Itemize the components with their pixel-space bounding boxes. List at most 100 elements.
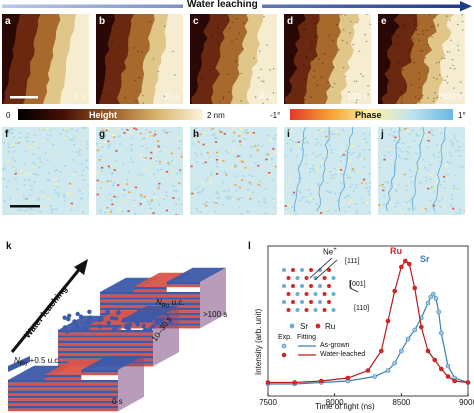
- surface-pit: [418, 72, 421, 74]
- phase-speckle: [48, 179, 51, 182]
- phase-speckle: [140, 194, 143, 196]
- surface-pit: [443, 57, 446, 60]
- legend-exp-header: Exp.: [278, 334, 293, 341]
- surface-pit: [365, 40, 368, 43]
- phase-speckle: [39, 210, 42, 213]
- phase-speckle: [121, 128, 124, 131]
- phase-speckle: [423, 208, 426, 211]
- panel-label-j: j: [381, 129, 384, 140]
- surface-pit: [252, 57, 255, 60]
- layer-stripe: [58, 335, 153, 338]
- surface-pit: [453, 87, 455, 89]
- phase-speckle: [9, 197, 12, 200]
- panel-label-a: a: [5, 16, 11, 27]
- surface-pit: [134, 79, 137, 82]
- phase-speckle: [39, 129, 42, 131]
- phase-speckle: [361, 141, 364, 143]
- surface-pit: [200, 77, 203, 79]
- phase-speckle: [54, 183, 58, 186]
- phase-speckle: [364, 138, 367, 140]
- time-label-d: 100 s: [347, 92, 367, 101]
- phase-speckle: [110, 199, 113, 201]
- phase-speckle: [225, 196, 228, 199]
- step-edge-line: [385, 127, 401, 212]
- phase-speckle: [339, 169, 343, 171]
- ru-atom: [286, 276, 291, 280]
- phase-colorbar-label: Phase: [355, 110, 382, 120]
- phase-speckle: [352, 190, 355, 192]
- phase-speckle: [367, 190, 370, 192]
- surface-pit: [327, 81, 329, 84]
- phase-speckle: [402, 212, 405, 214]
- panel-label-k: k: [6, 241, 12, 252]
- data-point-water-leached: [412, 285, 417, 291]
- phase-speckle: [452, 143, 455, 146]
- phase-speckle: [206, 177, 209, 179]
- phase-speckle: [199, 133, 202, 136]
- surface-pit: [310, 41, 313, 44]
- phase-speckle: [142, 158, 145, 160]
- phase-map-i: [284, 127, 371, 215]
- phase-speckle: [286, 142, 289, 145]
- layer-stripe: [8, 406, 118, 409]
- phase-speckle: [172, 197, 175, 199]
- phase-speckle: [430, 129, 433, 131]
- dissolved-sro-blob: [145, 310, 150, 315]
- data-point-water-leached: [425, 348, 431, 354]
- surface-pit: [101, 92, 104, 95]
- surface-pit: [102, 19, 104, 21]
- phase-speckle: [26, 173, 29, 175]
- phase-speckle: [459, 212, 462, 214]
- phase-speckle: [298, 177, 301, 180]
- surface-pit: [386, 96, 388, 98]
- phase-speckle: [122, 163, 125, 166]
- surface-pit: [309, 48, 311, 50]
- phase-speckle: [164, 149, 167, 151]
- phase-speckle: [447, 173, 450, 176]
- phase-speckle: [214, 136, 217, 139]
- phase-speckle: [69, 182, 72, 185]
- phase-speckle: [227, 196, 230, 198]
- phase-speckle: [152, 173, 155, 175]
- phase-speckle: [301, 139, 304, 141]
- phase-speckle: [254, 162, 257, 164]
- phase-speckle: [265, 154, 268, 156]
- phase-speckle: [79, 148, 82, 151]
- phase-speckle: [462, 178, 465, 181]
- surface-pit: [316, 26, 318, 29]
- phase-speckle: [325, 208, 328, 211]
- phase-speckle: [82, 211, 85, 213]
- phase-speckle: [179, 171, 182, 174]
- phase-speckle: [111, 134, 114, 136]
- phase-speckle: [126, 210, 129, 212]
- surface-pit: [294, 42, 297, 45]
- sr-atom: [331, 276, 336, 280]
- phase-speckle: [317, 184, 320, 187]
- phase-speckle: [248, 181, 251, 184]
- phase-speckle: [317, 129, 320, 131]
- phase-speckle: [411, 214, 414, 215]
- y-axis-label: Intensity (arb. unit): [254, 308, 263, 375]
- phase-speckle: [429, 178, 432, 180]
- phase-speckle: [235, 156, 238, 158]
- phase-speckle: [5, 130, 8, 132]
- phase-speckle: [47, 198, 50, 200]
- phase-speckle: [239, 143, 242, 146]
- phase-speckle: [80, 197, 83, 200]
- phase-speckle: [31, 161, 35, 164]
- phase-speckle: [399, 157, 402, 159]
- surface-pit: [415, 29, 418, 31]
- phase-speckle: [73, 136, 76, 139]
- step-edge-line: [411, 127, 425, 212]
- phase-speckle: [11, 157, 14, 160]
- phase-speckle: [24, 150, 27, 153]
- phase-speckle: [146, 200, 150, 203]
- phase-speckle: [295, 155, 298, 158]
- phase-speckle: [55, 208, 58, 210]
- surface-pit: [401, 102, 403, 104]
- phase-speckle: [30, 208, 34, 211]
- surface-pit: [362, 75, 364, 77]
- phase-speckle: [216, 173, 219, 175]
- scale-bar: [10, 205, 40, 208]
- surface-pit: [413, 23, 416, 26]
